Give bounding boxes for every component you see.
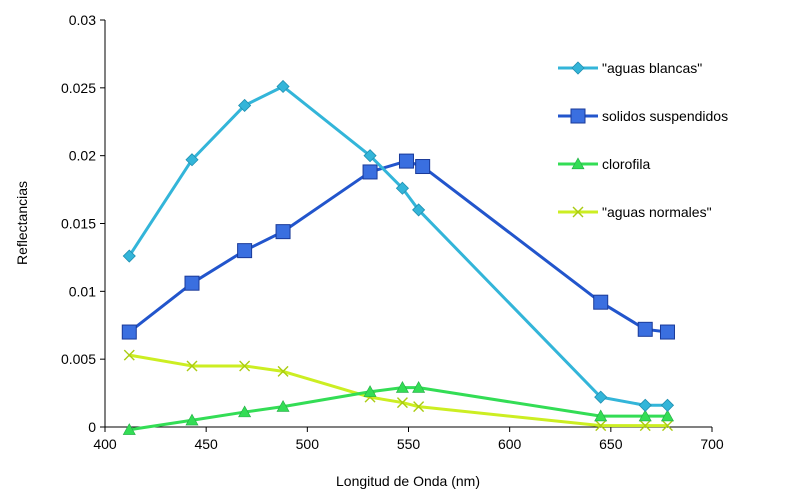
- data-point: [638, 409, 652, 422]
- x-marker-stroke: [639, 420, 651, 432]
- data-point: [237, 243, 253, 259]
- x-tick-label: 400: [93, 436, 117, 452]
- legend-item: "aguas blancas": [558, 60, 702, 76]
- data-point: [659, 324, 675, 340]
- data-point: [239, 360, 251, 372]
- y-tick-label: 0.005: [61, 351, 96, 367]
- data-point: [276, 79, 290, 94]
- data-point: [396, 397, 408, 409]
- series-1: [121, 153, 675, 340]
- data-point: [594, 390, 608, 404]
- x-marker-stroke: [396, 397, 408, 409]
- x-tick-label: 700: [700, 436, 724, 452]
- chart-ticks: 0 0.005 0.01 0.015 0.02 0.025 0.03 400 450 500 550…: [61, 12, 724, 452]
- data-point: [412, 381, 426, 393]
- x-tick-label: 600: [498, 436, 522, 452]
- data-point: [593, 294, 609, 310]
- series-line: [129, 353, 668, 428]
- x-marker-stroke: [277, 365, 289, 377]
- x-tick-label: 500: [296, 436, 320, 452]
- x-marker-stroke: [661, 420, 673, 432]
- legend-label: solidos suspendidos: [602, 108, 728, 124]
- data-point: [122, 249, 136, 263]
- y-tick-label: 0.02: [69, 148, 96, 164]
- data-point: [275, 224, 291, 240]
- series-line: [128, 84, 668, 407]
- data-point: [185, 153, 199, 167]
- data-point: [415, 159, 431, 175]
- data-point: [660, 398, 675, 412]
- data-point: [595, 420, 607, 432]
- x-tick-label: 550: [397, 436, 421, 452]
- data-point: [413, 401, 425, 413]
- series-3: [123, 349, 673, 432]
- data-point: [122, 423, 136, 435]
- data-point: [660, 409, 674, 422]
- data-point: [123, 349, 135, 361]
- y-tick-label: 0.01: [69, 283, 96, 299]
- legend-label: "aguas blancas": [602, 60, 702, 76]
- data-point: [638, 398, 652, 412]
- data-point: [121, 324, 137, 340]
- data-point: [186, 360, 198, 372]
- x-marker-stroke: [595, 420, 607, 432]
- x-tick-label: 650: [599, 436, 623, 452]
- chart-series: [121, 79, 675, 435]
- chart-legend: "aguas blancas" solidos suspendidos clorof…: [558, 60, 728, 220]
- data-point: [395, 381, 409, 393]
- x-marker-stroke: [186, 360, 198, 372]
- legend-item: clorofila: [558, 156, 650, 172]
- data-point: [398, 153, 414, 169]
- x-marker-stroke: [413, 401, 425, 413]
- data-point: [661, 420, 673, 432]
- data-point: [363, 149, 377, 163]
- data-point: [185, 413, 199, 426]
- x-axis-title: Longitud de Onda (nm): [336, 473, 480, 489]
- data-point: [395, 181, 409, 195]
- y-axis-title: Reflectancias: [14, 181, 30, 265]
- y-tick-label: 0.03: [69, 12, 96, 28]
- series-2: [122, 381, 674, 435]
- legend-label: clorofila: [602, 156, 650, 172]
- x-marker-stroke: [239, 360, 251, 372]
- legend-item: solidos suspendidos: [558, 108, 728, 124]
- legend-swatch-marker: [572, 206, 584, 218]
- x-marker-stroke: [572, 206, 584, 218]
- series-0: [122, 79, 675, 412]
- series-line: [128, 159, 668, 334]
- x-marker-stroke: [123, 349, 135, 361]
- y-tick-label: 0: [88, 419, 96, 435]
- x-tick-label: 450: [194, 436, 218, 452]
- data-point: [363, 385, 377, 397]
- data-point: [639, 420, 651, 432]
- legend-label: "aguas normales": [602, 204, 712, 220]
- data-point: [184, 275, 200, 291]
- data-point: [238, 98, 252, 113]
- y-tick-label: 0.025: [61, 80, 96, 96]
- legend-swatch-marker: [571, 157, 585, 170]
- data-point: [412, 203, 426, 217]
- legend-swatch-marker: [570, 108, 586, 124]
- series-line: [129, 386, 668, 432]
- legend-item: "aguas normales": [558, 204, 712, 220]
- data-point: [637, 321, 653, 337]
- data-point: [362, 164, 378, 180]
- data-point: [238, 405, 252, 418]
- legend-swatch-marker: [571, 61, 585, 75]
- data-point: [276, 400, 290, 412]
- data-point: [277, 365, 289, 377]
- data-point: [594, 409, 608, 422]
- y-tick-label: 0.015: [61, 216, 96, 232]
